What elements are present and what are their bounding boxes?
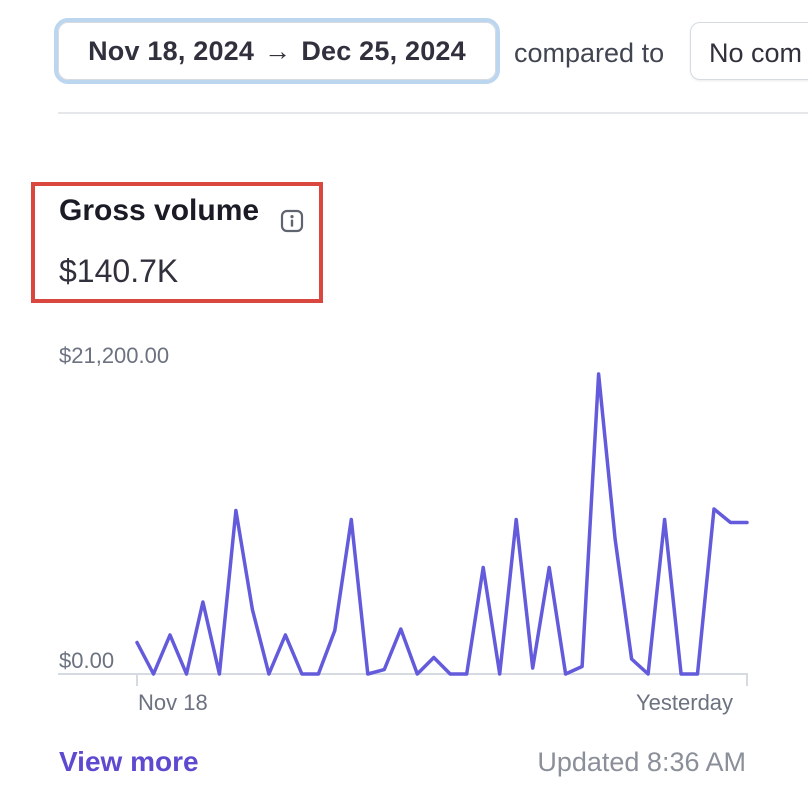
arrow-right-icon: → xyxy=(264,35,292,66)
highlight-box xyxy=(31,182,323,303)
data-point-7 xyxy=(250,608,254,611)
metric-value: $140.7K xyxy=(59,253,179,289)
data-point-32 xyxy=(663,518,667,521)
data-point-10 xyxy=(300,672,304,676)
data-point-31 xyxy=(646,672,650,676)
data-point-30 xyxy=(630,657,634,661)
data-point-18 xyxy=(432,656,436,659)
header-divider xyxy=(58,112,808,114)
data-point-13 xyxy=(349,518,353,521)
data-point-37 xyxy=(745,521,749,524)
data-point-27 xyxy=(580,665,584,668)
data-point-8 xyxy=(267,672,271,676)
comparison-select[interactable]: No com xyxy=(690,22,808,80)
series-line-gross-volume xyxy=(135,372,749,676)
data-point-6 xyxy=(234,509,238,512)
data-point-15 xyxy=(382,668,386,671)
data-point-33 xyxy=(679,672,683,676)
data-point-29 xyxy=(613,537,617,541)
data-point-4 xyxy=(201,600,205,604)
updated-timestamp: Updated 8:36 AM xyxy=(537,747,746,777)
data-point-9 xyxy=(283,633,287,637)
y-axis-max-label: $21,200.00 xyxy=(59,343,170,368)
data-point-1 xyxy=(152,672,155,676)
data-point-25 xyxy=(547,566,551,569)
data-point-2 xyxy=(168,633,172,637)
data-point-0 xyxy=(135,641,139,644)
compared-to-label: compared to xyxy=(514,38,665,68)
metric-title: Gross volume xyxy=(59,194,260,227)
data-point-20 xyxy=(465,672,469,676)
date-start: Nov 18, 2024 xyxy=(88,35,255,66)
date-range-picker[interactable]: Nov 18, 2024 → Dec 25, 2024 xyxy=(54,18,500,84)
y-axis-min-label: $0.00 xyxy=(59,648,115,673)
data-point-14 xyxy=(366,672,370,676)
data-point-5 xyxy=(217,672,221,676)
data-point-23 xyxy=(514,518,518,521)
date-range-label: Nov 18, 2024 → Dec 25, 2024 xyxy=(58,22,496,80)
data-point-22 xyxy=(498,672,502,676)
data-point-11 xyxy=(316,672,320,676)
data-point-17 xyxy=(415,672,419,676)
data-point-3 xyxy=(185,672,188,676)
data-point-21 xyxy=(481,566,485,569)
data-point-12 xyxy=(333,629,337,632)
data-point-16 xyxy=(399,627,403,631)
date-end: Dec 25, 2024 xyxy=(301,35,466,66)
data-point-19 xyxy=(448,672,452,676)
data-point-36 xyxy=(729,521,732,524)
x-axis-start-label: Nov 18 xyxy=(138,690,208,715)
data-point-35 xyxy=(712,507,716,511)
x-axis-end-label: Yesterday xyxy=(636,690,734,715)
data-point-28 xyxy=(597,372,601,376)
data-point-26 xyxy=(564,672,568,676)
data-point-24 xyxy=(531,666,535,670)
view-more-link[interactable]: View more xyxy=(59,746,199,777)
data-point-34 xyxy=(696,672,699,676)
info-icon[interactable] xyxy=(280,209,304,233)
